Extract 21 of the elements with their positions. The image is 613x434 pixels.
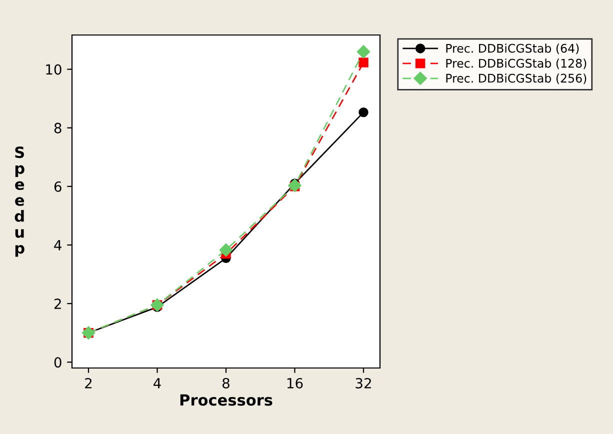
- y-tick-label: 8: [54, 122, 62, 134]
- point: [356, 45, 370, 58]
- legend-label: Prec. DDBiCGStab (64): [446, 44, 579, 54]
- legend-label: Prec. DDBiCGStab (256): [446, 74, 586, 84]
- y-tick-label: 10: [46, 64, 62, 75]
- y-tick-label: 0: [54, 357, 62, 368]
- point: [358, 58, 368, 68]
- x-tick-label: 32: [356, 378, 371, 388]
- x-tick-label: 16: [287, 378, 303, 388]
- x-tick-label: 2: [85, 378, 92, 388]
- point: [288, 178, 302, 192]
- y-axis-title: S p e e d u p: [14, 146, 24, 257]
- y-tick-label: 4: [54, 240, 62, 250]
- legend-label: Prec. DDBiCGStab (128): [446, 58, 586, 70]
- point: [219, 243, 233, 257]
- x-axis-title: Processors: [180, 394, 272, 406]
- x-tick-label: 4: [154, 378, 161, 388]
- x-tick-label: 8: [222, 378, 230, 388]
- point: [358, 107, 368, 118]
- y-tick-label: 6: [54, 181, 62, 192]
- y-tick-label: 2: [54, 298, 61, 309]
